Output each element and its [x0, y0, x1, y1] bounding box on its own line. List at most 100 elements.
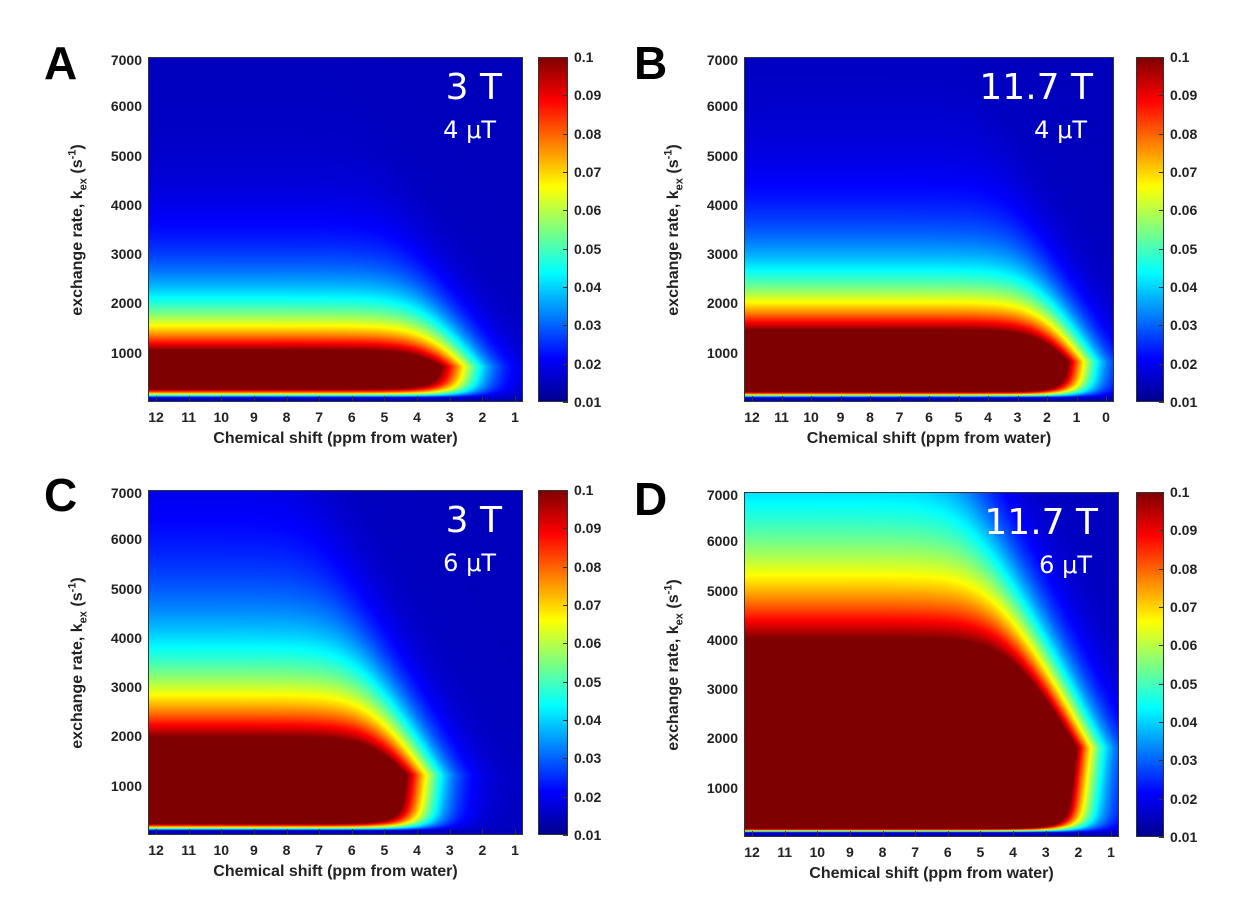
- x-tick-mark: [1078, 831, 1080, 837]
- y-tick-label: 1000: [706, 779, 738, 796]
- heatmap-image: [745, 58, 1113, 401]
- y-axis-label-unit-open: (s: [665, 158, 683, 178]
- x-tick-mark: [958, 396, 960, 402]
- colorbar-tick-label: 0.01: [1170, 829, 1198, 845]
- x-tick-label: 11: [777, 844, 793, 860]
- x-tick-mark: [1106, 396, 1107, 402]
- y-tick-label: 5000: [110, 580, 142, 597]
- y-axis-label-main: exchange rate, k: [69, 622, 87, 749]
- x-tick-mark: [811, 396, 812, 402]
- y-axis-label-unit-open: (s: [69, 591, 87, 611]
- x-tick-label: 3: [1013, 409, 1022, 425]
- colorbar-tick-mark: [1159, 568, 1164, 570]
- x-tick-label: 4: [1009, 844, 1017, 860]
- y-axis-label-unit-close: ): [69, 143, 87, 150]
- colorbar-tick-mark: [1159, 607, 1164, 608]
- x-tick-label: 0: [1102, 409, 1110, 425]
- x-tick-label: 5: [380, 409, 389, 425]
- x-tick-label: 1: [1072, 409, 1081, 425]
- colorbar-tick-label: 0.08: [574, 558, 602, 575]
- x-tick-label: 1: [1107, 844, 1115, 860]
- x-tick-label: 7: [315, 409, 324, 425]
- x-tick-mark: [319, 396, 321, 402]
- colorbar-tick-mark: [563, 566, 568, 568]
- field-strength-label: 3 T: [445, 500, 502, 541]
- y-tick-label: 7000: [110, 52, 142, 68]
- heatmap-plot-area: 11.7 T 6 μT: [744, 492, 1119, 837]
- x-tick-mark: [286, 829, 288, 835]
- colorbar-tick-mark: [1159, 492, 1164, 493]
- y-axis-label-sup: -1: [662, 149, 675, 159]
- colorbar-tick-label: 0.02: [574, 788, 602, 805]
- colorbar-tick-mark: [1159, 402, 1164, 403]
- colorbar-tick-label: 0.1: [574, 482, 594, 498]
- colorbar-tick-label: 0.03: [574, 750, 602, 767]
- colorbar-tick-label: 0.04: [1170, 714, 1198, 730]
- x-tick-mark: [781, 396, 783, 402]
- x-tick-label: 11: [181, 842, 197, 858]
- colorbar: [1136, 492, 1164, 837]
- colorbar-tick-label: 0.05: [574, 240, 602, 257]
- colorbar-tick-mark: [1159, 722, 1164, 723]
- y-axis-label-sub: ex: [77, 177, 90, 190]
- colorbar-tick-label: 0.06: [574, 202, 602, 219]
- colorbar-tick-label: 0.02: [574, 355, 602, 372]
- x-tick-label: 4: [984, 409, 992, 425]
- colorbar-tick-mark: [563, 605, 568, 606]
- field-strength-label: 11.7 T: [979, 67, 1093, 108]
- colorbar-tick-mark: [1159, 760, 1164, 762]
- x-tick-label: 9: [250, 409, 258, 425]
- y-tick-label: 4000: [110, 629, 142, 646]
- x-tick-label: 2: [1074, 844, 1083, 860]
- colorbar-tick-mark: [1159, 683, 1164, 685]
- field-strength-label: 3 T: [445, 67, 502, 108]
- y-axis-label: exchange rate, kex (s-1): [67, 144, 90, 315]
- y-tick-label: 2000: [706, 730, 738, 747]
- y-axis-label: exchange rate, kex (s-1): [663, 579, 686, 750]
- x-tick-label: 2: [478, 842, 487, 858]
- x-tick-mark: [417, 829, 419, 835]
- saturation-power-label: 4 μT: [1034, 116, 1087, 144]
- y-tick-label: 5000: [706, 147, 738, 164]
- colorbar-tick-mark: [563, 681, 568, 683]
- colorbar-tick-mark: [563, 758, 568, 760]
- colorbar-tick-label: 0.09: [1170, 522, 1198, 539]
- y-tick-label: 5000: [706, 582, 738, 599]
- colorbar-tick-mark: [563, 210, 568, 212]
- x-tick-mark: [882, 831, 884, 837]
- colorbar-tick-label: 0.03: [1170, 317, 1198, 334]
- x-tick-mark: [515, 829, 516, 835]
- x-tick-label: 8: [878, 844, 887, 860]
- y-tick-label: 6000: [706, 533, 738, 550]
- x-tick-label: 10: [213, 842, 230, 858]
- colorbar-tick-label: 0.02: [1170, 790, 1198, 807]
- colorbar-tick-label: 0.09: [1170, 87, 1198, 104]
- colorbar-tick-label: 0.06: [574, 635, 602, 652]
- x-tick-mark: [817, 831, 819, 837]
- y-tick-label: 7000: [706, 487, 738, 503]
- colorbar-tick-label: 0.01: [574, 394, 602, 410]
- x-tick-label: 2: [478, 409, 487, 425]
- panel-label-c: C: [44, 469, 78, 521]
- y-axis-label-sup: -1: [662, 584, 675, 594]
- x-tick-mark: [188, 396, 190, 402]
- y-tick-label: 3000: [706, 681, 738, 698]
- colorbar-tick-mark: [563, 57, 568, 58]
- x-tick-label: 9: [250, 842, 258, 858]
- y-tick-label: 1000: [110, 777, 142, 794]
- x-tick-label: 12: [744, 844, 760, 860]
- colorbar-tick-mark: [563, 172, 568, 173]
- colorbar-tick-label: 0.08: [1170, 560, 1198, 577]
- y-tick-label: 2000: [110, 728, 142, 745]
- x-tick-label: 11: [774, 409, 789, 425]
- y-tick-label: 1000: [706, 344, 738, 361]
- y-tick-label: 3000: [110, 679, 142, 696]
- x-tick-label: 10: [213, 409, 230, 425]
- x-tick-label: 6: [347, 409, 356, 425]
- colorbar-tick-mark: [563, 133, 568, 135]
- y-tick-label: 3000: [706, 246, 738, 263]
- colorbar-tick-label: 0.07: [574, 597, 602, 613]
- y-axis-label-sub: ex: [673, 612, 686, 625]
- colorbar-tick-mark: [1159, 798, 1164, 800]
- colorbar: [1136, 57, 1164, 402]
